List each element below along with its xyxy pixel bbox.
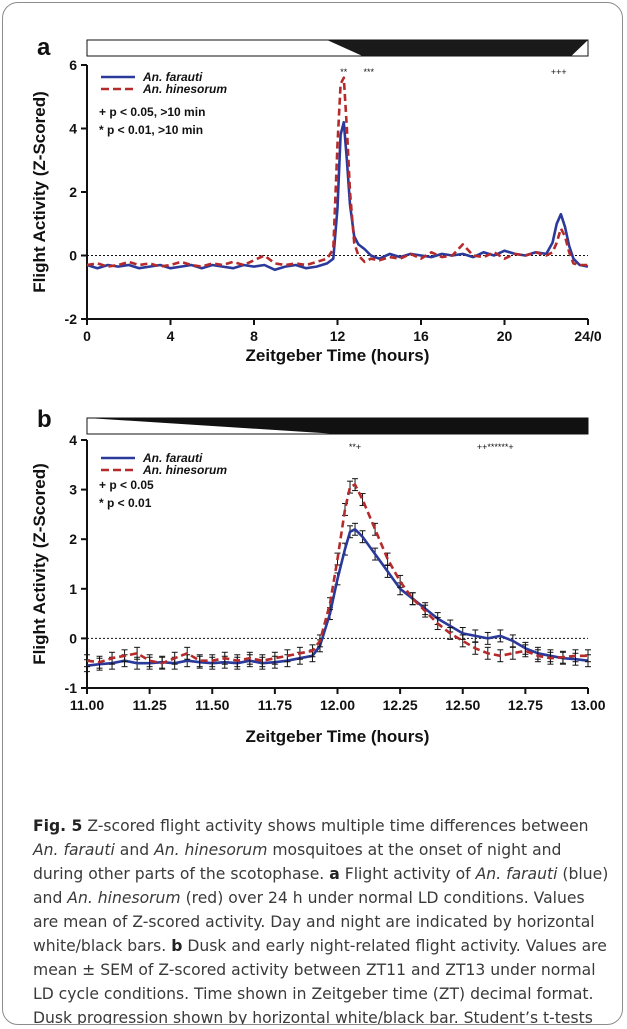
y-tick-label: 1 xyxy=(69,581,77,597)
dusk-bar-dark xyxy=(87,418,588,434)
caption-segment: An. hinesorum xyxy=(154,841,268,859)
caption-segment: (red) over 24 h under normal LD conditio… xyxy=(33,889,595,955)
y-tick-label: 2 xyxy=(69,184,77,200)
x-tick-label: 11.75 xyxy=(258,697,292,713)
significance-mark: +++ xyxy=(551,67,567,77)
legend-label: An. hinesorum xyxy=(142,463,227,477)
significance-mark: **+ xyxy=(349,442,361,452)
caption-segment: Dusk and early night-related flight acti… xyxy=(33,937,607,1025)
legend-label: An. hinesorum xyxy=(142,82,227,96)
y-tick-label: 6 xyxy=(69,57,77,73)
significance-mark: *** xyxy=(364,67,375,77)
bar-outline xyxy=(86,39,589,57)
caption-segment: Flight activity of xyxy=(339,865,476,883)
caption-segment: a xyxy=(329,865,340,883)
legend-label: An. farauti xyxy=(142,70,203,84)
caption-segment: An. farauti xyxy=(475,865,558,883)
night-bar xyxy=(327,40,588,56)
x-tick-label: 12.25 xyxy=(383,697,418,713)
legend-label: An. farauti xyxy=(142,451,203,465)
x-tick-label: 11.00 xyxy=(70,697,104,713)
caption-segment: and xyxy=(114,841,155,859)
series-line xyxy=(86,527,589,667)
y-axis-label: Flight Activity (Z-Scored) xyxy=(30,91,49,293)
caption-segment: (blue) and xyxy=(33,865,609,907)
legend-note: * p < 0.01 xyxy=(99,496,152,510)
panel-label: b xyxy=(37,406,52,433)
caption-segment: An. hinesorum xyxy=(67,889,181,907)
y-tick-label: 4 xyxy=(69,432,77,448)
chart-panel-b: b -1 0 1 2 3 4 11.00 11.25 11.50 11.75 12.00 12.25 12… xyxy=(30,406,606,746)
y-tick-label: -1 xyxy=(65,680,78,696)
figure-caption: Fig. 5 Z-scored flight activity shows mu… xyxy=(33,814,613,1025)
x-tick-label: 4 xyxy=(167,328,175,344)
series-line xyxy=(86,483,588,665)
light-dark-bar xyxy=(86,39,589,57)
x-tick-label: 12.75 xyxy=(508,697,543,713)
caption-segment: b xyxy=(171,937,183,955)
y-tick-label: 0 xyxy=(69,248,77,264)
x-tick-label: 12.00 xyxy=(320,697,355,713)
y-tick-label: 2 xyxy=(69,531,77,547)
y-axis-label: Flight Activity (Z-Scored) xyxy=(30,463,49,665)
y-tick-label: 0 xyxy=(69,630,77,646)
x-tick-label: 12.50 xyxy=(445,697,480,713)
x-tick-label: 0 xyxy=(83,328,91,344)
caption-segment: Z-scored flight activity shows multiple … xyxy=(82,817,589,835)
caption-segment: mosquitoes at the onset of night and dur… xyxy=(33,841,562,883)
caption-figure-label: Fig. 5 xyxy=(33,817,83,835)
x-tick-label: 12 xyxy=(330,328,346,344)
x-tick-label: 24/0 xyxy=(574,328,601,344)
significance-mark: ** xyxy=(340,67,348,77)
chart-panel-a: a -2 0 2 4 6 0 4 8 12 16 20 24/0 Zeitgeber Time (hour… xyxy=(30,34,602,365)
x-axis-label: Zeitgeber Time (hours) xyxy=(246,346,430,365)
series-an-hinesorum xyxy=(84,478,591,670)
x-axis-label: Zeitgeber Time (hours) xyxy=(246,727,430,746)
series-an-farauti xyxy=(84,522,591,673)
light-dark-bar xyxy=(86,417,589,435)
x-tick-label: 11.25 xyxy=(132,697,166,713)
series-an-hinesorum xyxy=(86,76,588,268)
significance-mark: ++******+ xyxy=(477,442,514,452)
y-tick-label: 4 xyxy=(69,121,77,137)
legend-note: + p < 0.05 xyxy=(99,478,154,492)
x-tick-label: 16 xyxy=(413,328,429,344)
series-line xyxy=(86,76,588,268)
y-tick-label: 3 xyxy=(69,482,77,498)
x-tick-label: 11.50 xyxy=(195,697,229,713)
legend-note: + p < 0.05, >10 min xyxy=(99,105,205,119)
legend-note: * p < 0.01, >10 min xyxy=(99,123,203,137)
panel-label: a xyxy=(37,34,51,61)
y-tick-label: -2 xyxy=(65,311,78,327)
caption-segment: An. farauti xyxy=(33,841,115,859)
x-tick-label: 8 xyxy=(250,328,258,344)
x-tick-label: 20 xyxy=(497,328,513,344)
x-tick-label: 13.00 xyxy=(570,697,605,713)
